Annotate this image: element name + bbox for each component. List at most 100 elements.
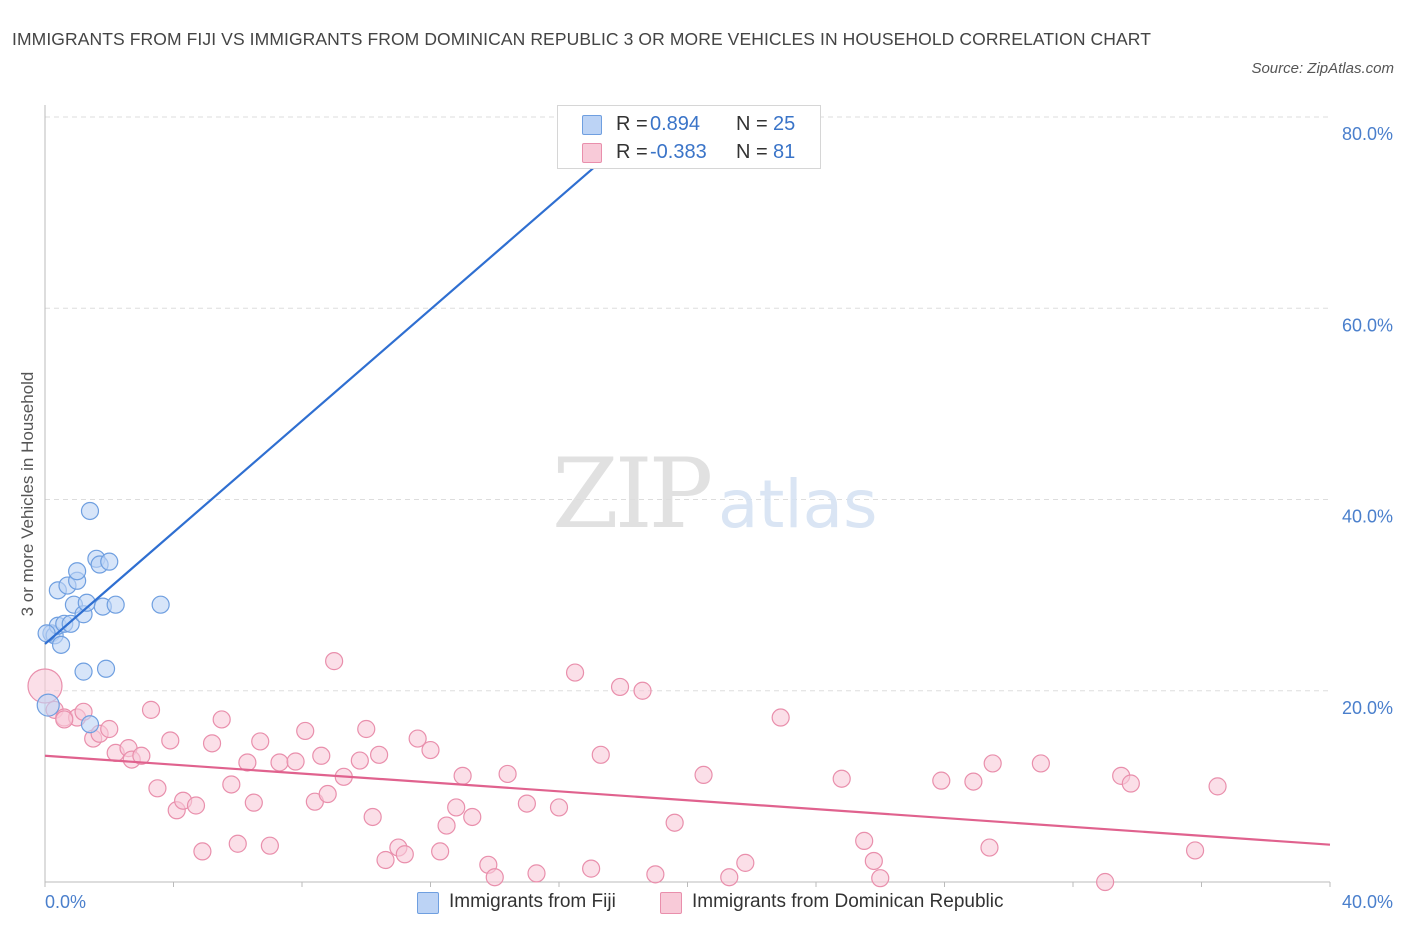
source-label: Source: ZipAtlas.com xyxy=(1251,60,1394,77)
dr-point xyxy=(932,771,951,790)
dr-point xyxy=(202,734,222,753)
fiji-point xyxy=(100,552,119,571)
y-axis-label: 3 or more Vehicles in Household xyxy=(18,372,37,617)
stats-legend: R = 0.894 N = 25 R = -0.383 N = 81 xyxy=(557,105,821,169)
dr-point xyxy=(665,813,684,832)
dr-point xyxy=(148,779,167,798)
dr-point xyxy=(186,796,206,815)
dr-point xyxy=(463,807,482,827)
dr-point xyxy=(238,753,257,772)
dr-point xyxy=(55,710,74,729)
fiji-point xyxy=(80,715,100,734)
fiji-r-label: R = xyxy=(616,113,648,135)
dr-point xyxy=(100,719,119,739)
dr-point xyxy=(498,764,517,784)
series-dominican-republic-points xyxy=(27,652,1227,892)
dr-point xyxy=(1208,777,1227,796)
dr-point xyxy=(408,729,427,748)
dr-point xyxy=(395,845,414,864)
dr-point xyxy=(447,798,466,817)
x-tick-label-max: 40.0% xyxy=(1342,892,1393,912)
fiji-swatch xyxy=(582,115,602,135)
dr-point xyxy=(610,677,630,697)
dr-point xyxy=(161,731,180,750)
dr-legend-swatch xyxy=(660,892,682,914)
dr-point xyxy=(132,746,151,765)
dr-point xyxy=(244,793,263,812)
fiji-point xyxy=(106,595,125,614)
fiji-r-value: 0.894 xyxy=(650,113,701,135)
dr-point xyxy=(964,772,983,791)
dr-swatch xyxy=(582,143,602,163)
dr-point xyxy=(1121,774,1140,793)
dr-point xyxy=(318,784,337,804)
fiji-point xyxy=(37,624,56,643)
dr-point xyxy=(1185,841,1205,860)
dr-point xyxy=(296,721,315,741)
dr-legend-label: Immigrants from Dominican Republic xyxy=(692,891,1004,912)
dr-point xyxy=(270,753,289,772)
watermark-zip: ZIP xyxy=(552,438,711,550)
dr-point xyxy=(1096,872,1115,892)
fiji-n-value: 25 xyxy=(773,113,796,135)
dr-n-value: 81 xyxy=(773,141,796,163)
chart-title: IMMIGRANTS FROM FIJI VS IMMIGRANTS FROM … xyxy=(12,29,1152,49)
fiji-n-label: N = xyxy=(736,113,768,135)
dr-point xyxy=(983,754,1002,773)
dr-point xyxy=(633,681,652,700)
dr-point xyxy=(549,798,569,817)
fiji-point xyxy=(96,659,116,678)
dr-point xyxy=(376,850,395,870)
dr-point xyxy=(363,807,382,827)
dr-trend-line xyxy=(44,754,1331,846)
dr-point xyxy=(771,708,790,727)
dr-point xyxy=(312,746,331,765)
dr-r-label: R = xyxy=(616,141,648,163)
dr-point xyxy=(453,766,472,785)
dr-r-value: -0.383 xyxy=(650,141,707,163)
dr-point xyxy=(286,752,305,771)
dr-point xyxy=(527,864,546,883)
y-tick-label: 60.0% xyxy=(1342,315,1393,335)
fiji-point xyxy=(36,693,60,717)
fiji-point xyxy=(51,635,71,654)
fiji-point xyxy=(61,614,80,633)
dr-point xyxy=(431,842,450,861)
dr-point xyxy=(437,816,456,835)
series-legend: Immigrants from Fiji Immigrants from Dom… xyxy=(0,888,1406,916)
x-tick-label-min: 0.0% xyxy=(45,892,86,912)
dr-point xyxy=(980,838,999,857)
dr-point xyxy=(141,700,161,719)
y-tick-label: 80.0% xyxy=(1342,124,1393,144)
dr-point xyxy=(855,831,874,850)
dr-point xyxy=(485,868,504,887)
dr-point xyxy=(212,710,231,729)
watermark-atlas: atlas xyxy=(718,466,878,543)
fiji-point xyxy=(74,662,93,681)
dr-n-label: N = xyxy=(736,141,768,163)
x-ticks xyxy=(44,882,1331,887)
watermark: ZIP atlas xyxy=(552,438,878,550)
y-tick-label: 20.0% xyxy=(1342,698,1393,718)
grid-lines xyxy=(45,116,1330,692)
dr-point xyxy=(832,769,851,788)
dr-point xyxy=(517,794,536,813)
y-tick-labels: 20.0% 40.0% 60.0% 80.0% xyxy=(1342,124,1393,718)
dr-point xyxy=(720,868,739,887)
fiji-point xyxy=(68,562,87,581)
dr-point xyxy=(871,869,890,888)
dr-point xyxy=(228,834,247,853)
dr-point xyxy=(357,719,376,739)
dr-point xyxy=(646,865,665,884)
dr-point xyxy=(864,851,883,871)
dr-point xyxy=(565,663,585,682)
dr-point xyxy=(1031,754,1050,773)
dr-point xyxy=(325,652,344,671)
fiji-legend-label: Immigrants from Fiji xyxy=(449,891,616,912)
fiji-point xyxy=(151,595,170,614)
dr-point xyxy=(421,740,440,760)
dr-point xyxy=(582,859,601,878)
y-tick-label: 40.0% xyxy=(1342,507,1393,527)
dr-point xyxy=(736,853,755,872)
dr-point xyxy=(251,732,270,751)
